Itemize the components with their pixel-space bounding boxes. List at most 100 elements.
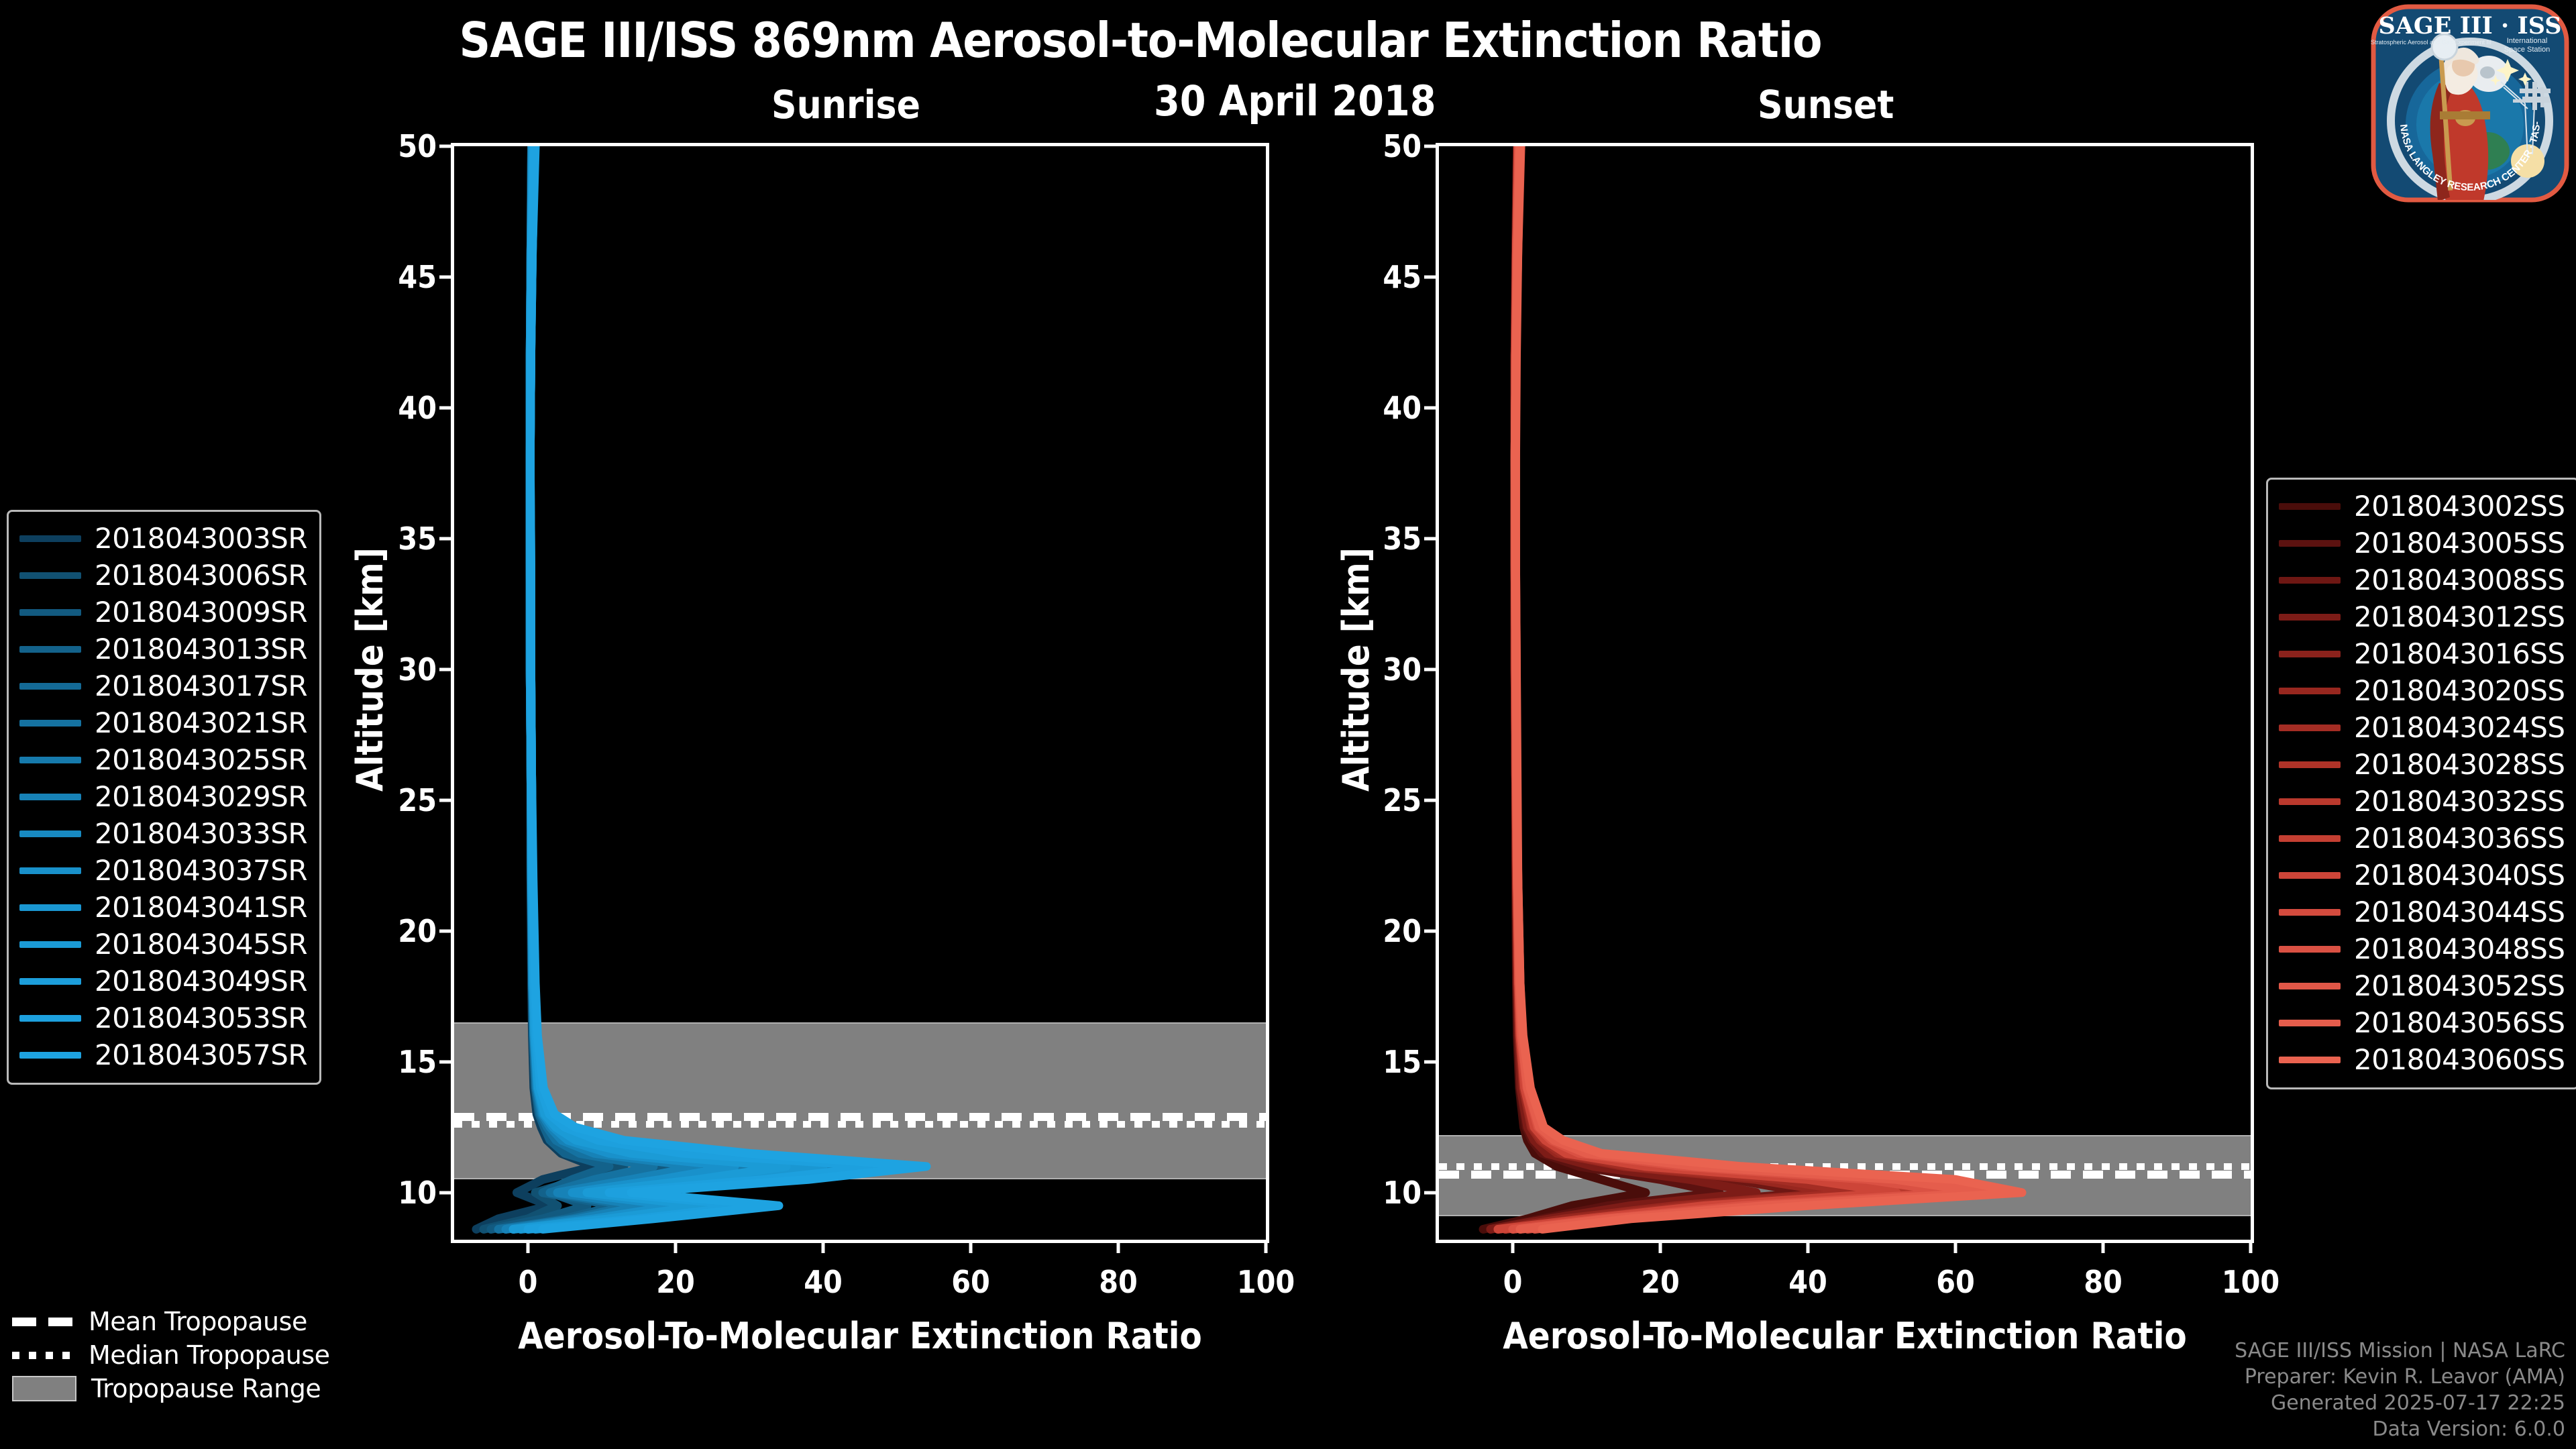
legend-item-2018043060ss[interactable]: 2018043060SS: [2279, 1041, 2565, 1078]
y-axis-tick-label: 35: [1383, 520, 1421, 557]
y-axis-tick-mark: [1424, 798, 1439, 802]
legend-item-2018043009sr[interactable]: 2018043009SR: [19, 594, 308, 631]
legend-item-2018043024ss[interactable]: 2018043024SS: [2279, 709, 2565, 746]
sunrise-profile-curves: [472, 146, 931, 1234]
legend-label: 2018043005SS: [2354, 527, 2565, 559]
profile-line: [1511, 146, 2027, 1234]
y-axis-tick-label: 15: [398, 1043, 437, 1080]
legend-item-2018043049sr[interactable]: 2018043049SR: [19, 963, 308, 1000]
legend-item-2018043025sr[interactable]: 2018043025SR: [19, 741, 308, 778]
profile-line: [1479, 146, 1650, 1234]
legend-item-2018043056ss[interactable]: 2018043056SS: [2279, 1004, 2565, 1041]
legend-item-2018043044ss[interactable]: 2018043044SS: [2279, 894, 2565, 930]
y-axis-tick-label: 25: [1383, 782, 1421, 818]
sunset-x-axis-label: Aerosol-To-Molecular Extinction Ratio: [1503, 1315, 2187, 1357]
legend-item-mean-tropopause: Mean Tropopause: [12, 1305, 330, 1338]
legend-item-2018043041sr[interactable]: 2018043041SR: [19, 889, 308, 926]
x-axis-tick-mark: [1264, 1240, 1268, 1253]
y-axis-tick-label: 50: [398, 128, 437, 164]
legend-item-median-tropopause: Median Tropopause: [12, 1338, 330, 1372]
legend-item-2018043045sr[interactable]: 2018043045SR: [19, 926, 308, 963]
legend-color-swatch: [2279, 576, 2341, 584]
legend-item-2018043003sr[interactable]: 2018043003SR: [19, 520, 308, 557]
sunset-plot-panel[interactable]: 10 15 20 25 30 35 40 45 50 0 20 40 60 80 100: [1383, 128, 2279, 1300]
legend-item-2018043057sr[interactable]: 2018043057SR: [19, 1036, 308, 1073]
y-axis-tick-label: 40: [1383, 389, 1421, 426]
y-axis-tick-mark: [439, 929, 454, 933]
legend-label: 2018043028SS: [2354, 748, 2565, 781]
dashed-line-icon: [12, 1317, 74, 1326]
legend-item-2018043029sr[interactable]: 2018043029SR: [19, 778, 308, 815]
legend-item-2018043008ss[interactable]: 2018043008SS: [2279, 561, 2565, 598]
legend-item-2018043016ss[interactable]: 2018043016SS: [2279, 635, 2565, 672]
y-axis-tick-label: 45: [398, 258, 437, 295]
legend-color-swatch: [19, 830, 81, 837]
legend-item-2018043048ss[interactable]: 2018043048SS: [2279, 930, 2565, 967]
legend-item-2018043032ss[interactable]: 2018043032SS: [2279, 783, 2565, 820]
legend-item-2018043028ss[interactable]: 2018043028SS: [2279, 746, 2565, 783]
legend-item-2018043020ss[interactable]: 2018043020SS: [2279, 672, 2565, 709]
y-axis-tick-mark: [439, 1060, 454, 1064]
legend-label: 2018043002SS: [2354, 490, 2565, 523]
legend-label: 2018043044SS: [2354, 896, 2565, 928]
y-axis-tick-label: 30: [1383, 651, 1421, 688]
legend-item-2018043017sr[interactable]: 2018043017SR: [19, 667, 308, 704]
legend-label: 2018043048SS: [2354, 932, 2565, 965]
legend-item-2018043052ss[interactable]: 2018043052SS: [2279, 967, 2565, 1004]
logo-title: SAGE III · ISS: [2378, 12, 2561, 40]
legend-item-2018043033sr[interactable]: 2018043033SR: [19, 815, 308, 852]
legend-item-2018043002ss[interactable]: 2018043002SS: [2279, 488, 2565, 525]
legend-color-swatch: [2279, 908, 2341, 916]
legend-item-2018043006sr[interactable]: 2018043006SR: [19, 557, 308, 594]
legend-item-2018043040ss[interactable]: 2018043040SS: [2279, 857, 2565, 894]
legend-item-2018043036ss[interactable]: 2018043036SS: [2279, 820, 2565, 857]
x-axis-tick-mark: [2101, 1240, 2105, 1253]
legend-color-swatch: [19, 608, 81, 616]
y-axis-tick-mark: [1424, 406, 1439, 410]
date-label: 30 April 2018: [1154, 76, 1436, 125]
legend-color-swatch: [2279, 871, 2341, 879]
legend-label: 2018043008SS: [2354, 564, 2565, 596]
y-axis-tick-label: 50: [1383, 128, 1421, 164]
x-axis-tick-label: 40: [1788, 1264, 1827, 1300]
sunrise-plot-panel[interactable]: 10 15 20 25 30 35 40 45 50 0 20 40 60 80 100: [398, 128, 1295, 1300]
legend-color-swatch: [19, 756, 81, 763]
legend-color-swatch: [2279, 982, 2341, 989]
legend-item-2018043013sr[interactable]: 2018043013SR: [19, 631, 308, 667]
profile-line: [1501, 146, 1864, 1234]
x-axis-tick-label: 0: [518, 1264, 538, 1300]
legend-item-2018043021sr[interactable]: 2018043021SR: [19, 704, 308, 741]
sunset-event-legend[interactable]: 2018043002SS 2018043005SS 2018043008SS 2018…: [2266, 478, 2576, 1089]
profile-line: [508, 146, 739, 1234]
legend-color-swatch: [19, 977, 81, 985]
profile-line: [1508, 146, 1945, 1234]
profile-line: [1510, 146, 1990, 1234]
y-axis-tick-mark: [1424, 1060, 1439, 1064]
y-axis-tick-mark: [1424, 537, 1439, 541]
y-axis-tick-mark: [1424, 275, 1439, 279]
legend-item-2018043012ss[interactable]: 2018043012SS: [2279, 598, 2565, 635]
x-axis-tick-label: 60: [1936, 1264, 1975, 1300]
x-axis-tick-label: 20: [1641, 1264, 1680, 1300]
legend-item-2018043005ss[interactable]: 2018043005SS: [2279, 525, 2565, 561]
legend-color-swatch: [19, 535, 81, 542]
legend-color-swatch: [19, 867, 81, 874]
legend-item-2018043053sr[interactable]: 2018043053SR: [19, 1000, 308, 1036]
legend-item-2018043037sr[interactable]: 2018043037SR: [19, 852, 308, 889]
legend-color-swatch: [2279, 724, 2341, 731]
sunrise-event-legend[interactable]: 2018043003SR 2018043006SR 2018043009SR 2018…: [7, 510, 322, 1085]
profile-line: [508, 146, 791, 1234]
legend-color-swatch: [19, 1051, 81, 1059]
dotted-line-icon: [12, 1351, 74, 1359]
legend-label: 2018043057SR: [95, 1038, 308, 1071]
legend-label: 2018043036SS: [2354, 822, 2565, 855]
footer-line-generated: Generated 2025-07-17 22:25: [2270, 1391, 2565, 1415]
x-axis-tick-label: 20: [656, 1264, 695, 1300]
legend-label: 2018043016SS: [2354, 637, 2565, 670]
x-axis-tick-mark: [1953, 1240, 1957, 1253]
logo-subtitle-right-2: Space Station: [2504, 46, 2551, 54]
x-axis-tick-mark: [821, 1240, 825, 1253]
y-axis-tick-mark: [439, 667, 454, 672]
legend-color-swatch: [19, 719, 81, 727]
profile-line: [1493, 146, 1813, 1234]
